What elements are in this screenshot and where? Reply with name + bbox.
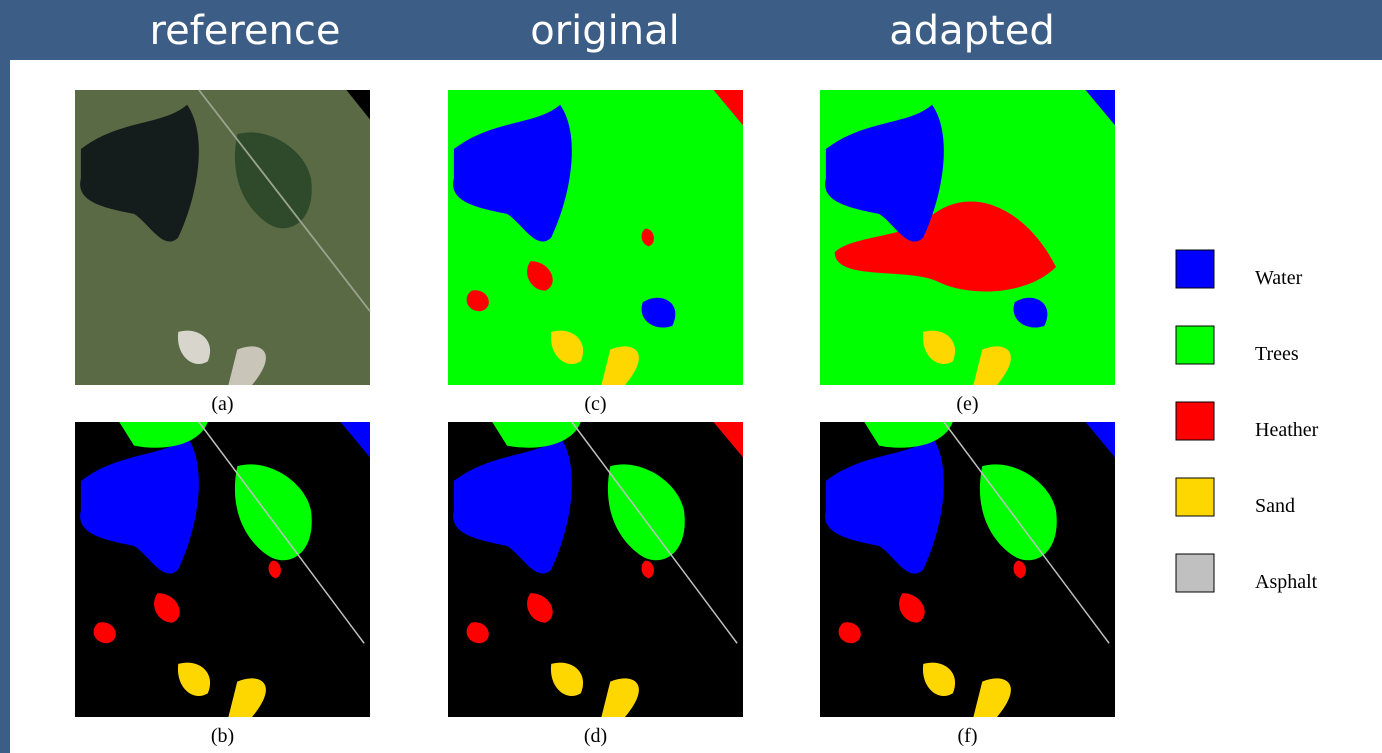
page: reference original adapted (a) (c) (e) (b) (d) (… bbox=[0, 0, 1382, 753]
caption: (f) bbox=[958, 725, 978, 747]
caption: (b) bbox=[211, 725, 234, 747]
legend-swatch bbox=[1176, 478, 1214, 516]
slide: reference original adapted (a) (c) (e) (b) (d) (… bbox=[0, 0, 1382, 753]
legend-label: Water bbox=[1255, 267, 1303, 289]
header-title: original bbox=[530, 8, 680, 54]
caption: (a) bbox=[211, 393, 233, 415]
caption: (c) bbox=[584, 393, 606, 415]
legend-label: Asphalt bbox=[1255, 571, 1318, 593]
legend-swatch bbox=[1176, 250, 1214, 288]
map-image bbox=[820, 422, 1115, 717]
map-image bbox=[448, 90, 743, 385]
caption: (e) bbox=[956, 393, 978, 415]
map-image bbox=[448, 422, 743, 717]
header-title: adapted bbox=[889, 8, 1055, 54]
legend-label: Heather bbox=[1255, 419, 1319, 441]
caption: (d) bbox=[584, 725, 607, 747]
map-image bbox=[820, 90, 1115, 385]
header-title: reference bbox=[150, 8, 341, 54]
legend-swatch bbox=[1176, 554, 1214, 592]
legend-label: Trees bbox=[1255, 343, 1299, 365]
map-image bbox=[75, 90, 370, 385]
legend-swatch bbox=[1176, 326, 1214, 364]
legend-swatch bbox=[1176, 402, 1214, 440]
legend-label: Sand bbox=[1255, 495, 1295, 517]
map-image bbox=[75, 422, 370, 717]
